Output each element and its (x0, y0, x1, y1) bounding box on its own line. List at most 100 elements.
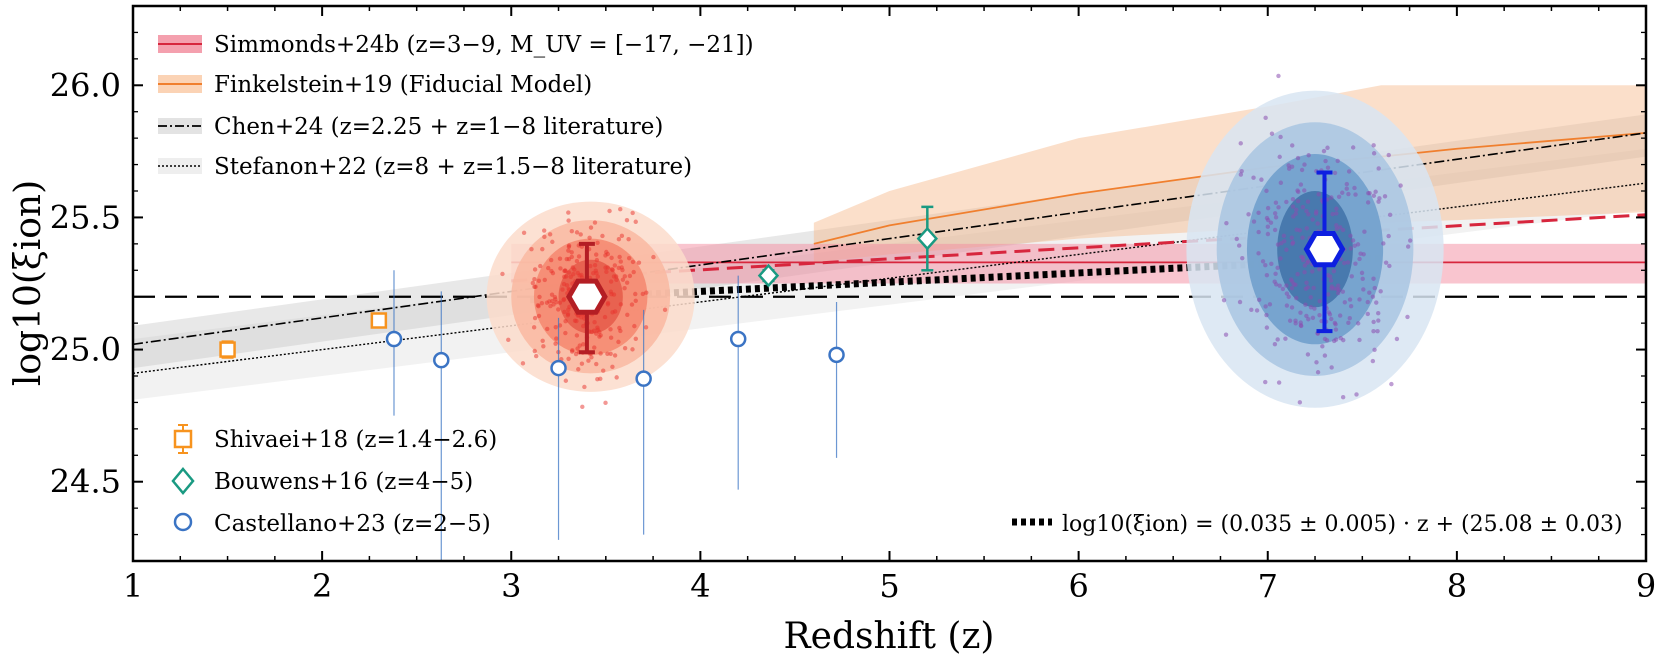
castellano-23-marker-5 (828, 346, 845, 364)
castellano-23-marker-0 (385, 330, 403, 348)
lowz-galaxy-dot (616, 237, 622, 242)
lowz-galaxy-dot (538, 263, 543, 269)
highz-galaxy-dot (1281, 233, 1287, 239)
lowz-galaxy-dot (608, 279, 614, 284)
highz-galaxy-dot (1284, 199, 1289, 205)
legend-entry-shivaei: Shivaei+18 (z=1.4−2.6) (173, 424, 497, 454)
lowz-galaxy-dot (608, 351, 613, 356)
lowz-galaxy-dot (563, 378, 569, 383)
highz-galaxy-dot (1276, 380, 1282, 385)
highz-galaxy-dot (1365, 299, 1370, 305)
highz-galaxy-dot (1373, 189, 1378, 194)
lowz-galaxy-dot (625, 312, 630, 317)
x-tick-label: 1 (123, 567, 143, 605)
lowz-galaxy-dot (618, 207, 623, 212)
this-work-z-3-4-marker-0 (566, 278, 608, 315)
highz-galaxy-dot (1295, 198, 1301, 204)
x-tick-label: 7 (1258, 567, 1278, 605)
legend-label-shivaei: Shivaei+18 (z=1.4−2.6) (214, 427, 497, 453)
highz-galaxy-dot (1284, 291, 1290, 296)
lowz-galaxy-dot (580, 404, 585, 410)
highz-galaxy-dot (1295, 155, 1301, 161)
highz-galaxy-dot (1325, 292, 1331, 297)
lowz-galaxy-dot (609, 292, 614, 297)
highz-galaxy-dot (1246, 212, 1251, 217)
highz-galaxy-dot (1321, 148, 1327, 154)
highz-galaxy-dot (1381, 241, 1386, 246)
highz-galaxy-dot (1342, 260, 1347, 266)
highz-galaxy-dot (1274, 282, 1279, 287)
highz-galaxy-dot (1313, 211, 1319, 216)
highz-galaxy-dot (1345, 260, 1351, 265)
lowz-galaxy-dot (589, 355, 594, 360)
highz-galaxy-dot (1284, 283, 1289, 288)
highz-galaxy-dot (1302, 269, 1307, 275)
lowz-galaxy-dot (610, 364, 615, 370)
lowz-galaxy-dot (592, 345, 597, 350)
lowz-galaxy-dot (566, 356, 571, 361)
lowz-galaxy-dot (582, 384, 587, 390)
highz-galaxy-dot (1302, 162, 1307, 167)
lowz-galaxy-dot (633, 219, 638, 224)
highz-galaxy-dot (1289, 305, 1295, 310)
highz-galaxy-dot (1316, 192, 1321, 197)
highz-galaxy-dot (1287, 318, 1293, 323)
highz-galaxy-dot (1277, 154, 1282, 160)
lowz-galaxy-dot (532, 348, 537, 354)
highz-galaxy-dot (1290, 197, 1296, 202)
highz-galaxy-dot (1290, 204, 1296, 209)
highz-galaxy-dot (1294, 295, 1299, 301)
lowz-galaxy-dot (576, 367, 581, 372)
y-tick-label: 25.5 (50, 198, 121, 236)
highz-galaxy-dot (1387, 212, 1393, 218)
highz-galaxy-dot (1290, 143, 1295, 148)
lowz-galaxy-dot (622, 345, 628, 351)
highz-galaxy-dot (1382, 194, 1388, 199)
highz-galaxy-dot (1272, 341, 1278, 347)
lowz-galaxy-dot (643, 325, 649, 330)
highz-galaxy-dot (1305, 352, 1311, 357)
y-tick-label: 25.0 (50, 331, 121, 369)
highz-galaxy-dot (1290, 241, 1295, 246)
shivaei-18-marker-1 (370, 312, 388, 329)
highz-galaxy-dot (1304, 226, 1309, 231)
lowz-galaxy-dot (598, 376, 603, 381)
highz-galaxy-dot (1301, 258, 1306, 263)
lowz-galaxy-dot (618, 302, 624, 307)
lowz-galaxy-dot (616, 339, 621, 345)
lowz-galaxy-dot (612, 353, 618, 358)
highz-galaxy-dot (1353, 192, 1358, 197)
highz-galaxy-dot (1347, 297, 1353, 302)
highz-galaxy-dot (1371, 193, 1377, 198)
legend-marker-shivaei (173, 429, 193, 449)
highz-galaxy-dot (1310, 269, 1315, 274)
lowz-galaxy-dot (553, 341, 558, 346)
highz-galaxy-dot (1251, 175, 1256, 180)
highz-galaxy-dot (1256, 229, 1261, 235)
lowz-galaxy-dot (632, 323, 637, 329)
lowz-galaxy-dot (630, 259, 636, 265)
highz-galaxy-dot (1239, 169, 1244, 174)
castellano-23-marker-1 (433, 351, 450, 369)
highz-galaxy-dot (1265, 217, 1271, 223)
highz-galaxy-dot (1289, 235, 1294, 240)
highz-galaxy-dot (1405, 244, 1411, 249)
lowz-galaxy-dot (547, 232, 553, 237)
highz-galaxy-dot (1236, 243, 1242, 248)
lowz-galaxy-dot (569, 254, 574, 260)
axis-ticks: 1 2 3 4 5 6 7 8 9 24.5 25.0 25.5 26.0 (50, 6, 1656, 605)
highz-galaxy-dot (1333, 337, 1339, 342)
highz-galaxy-dot (1333, 327, 1339, 332)
lowz-galaxy-dot (609, 267, 615, 272)
highz-galaxy-dot (1387, 263, 1392, 269)
lowz-galaxy-dot (586, 358, 591, 363)
highz-galaxy-dot (1289, 286, 1295, 291)
lowz-galaxy-dot (562, 309, 567, 315)
lowz-galaxy-dot (579, 315, 584, 320)
highz-galaxy-dot (1283, 336, 1288, 341)
simmonds-band (511, 243, 1646, 284)
lowz-galaxy-dot (535, 303, 541, 308)
highz-galaxy-dot (1286, 294, 1291, 300)
legend-label-bouwens: Bouwens+16 (z=4−5) (214, 469, 473, 495)
lowz-galaxy-dot (612, 263, 618, 268)
